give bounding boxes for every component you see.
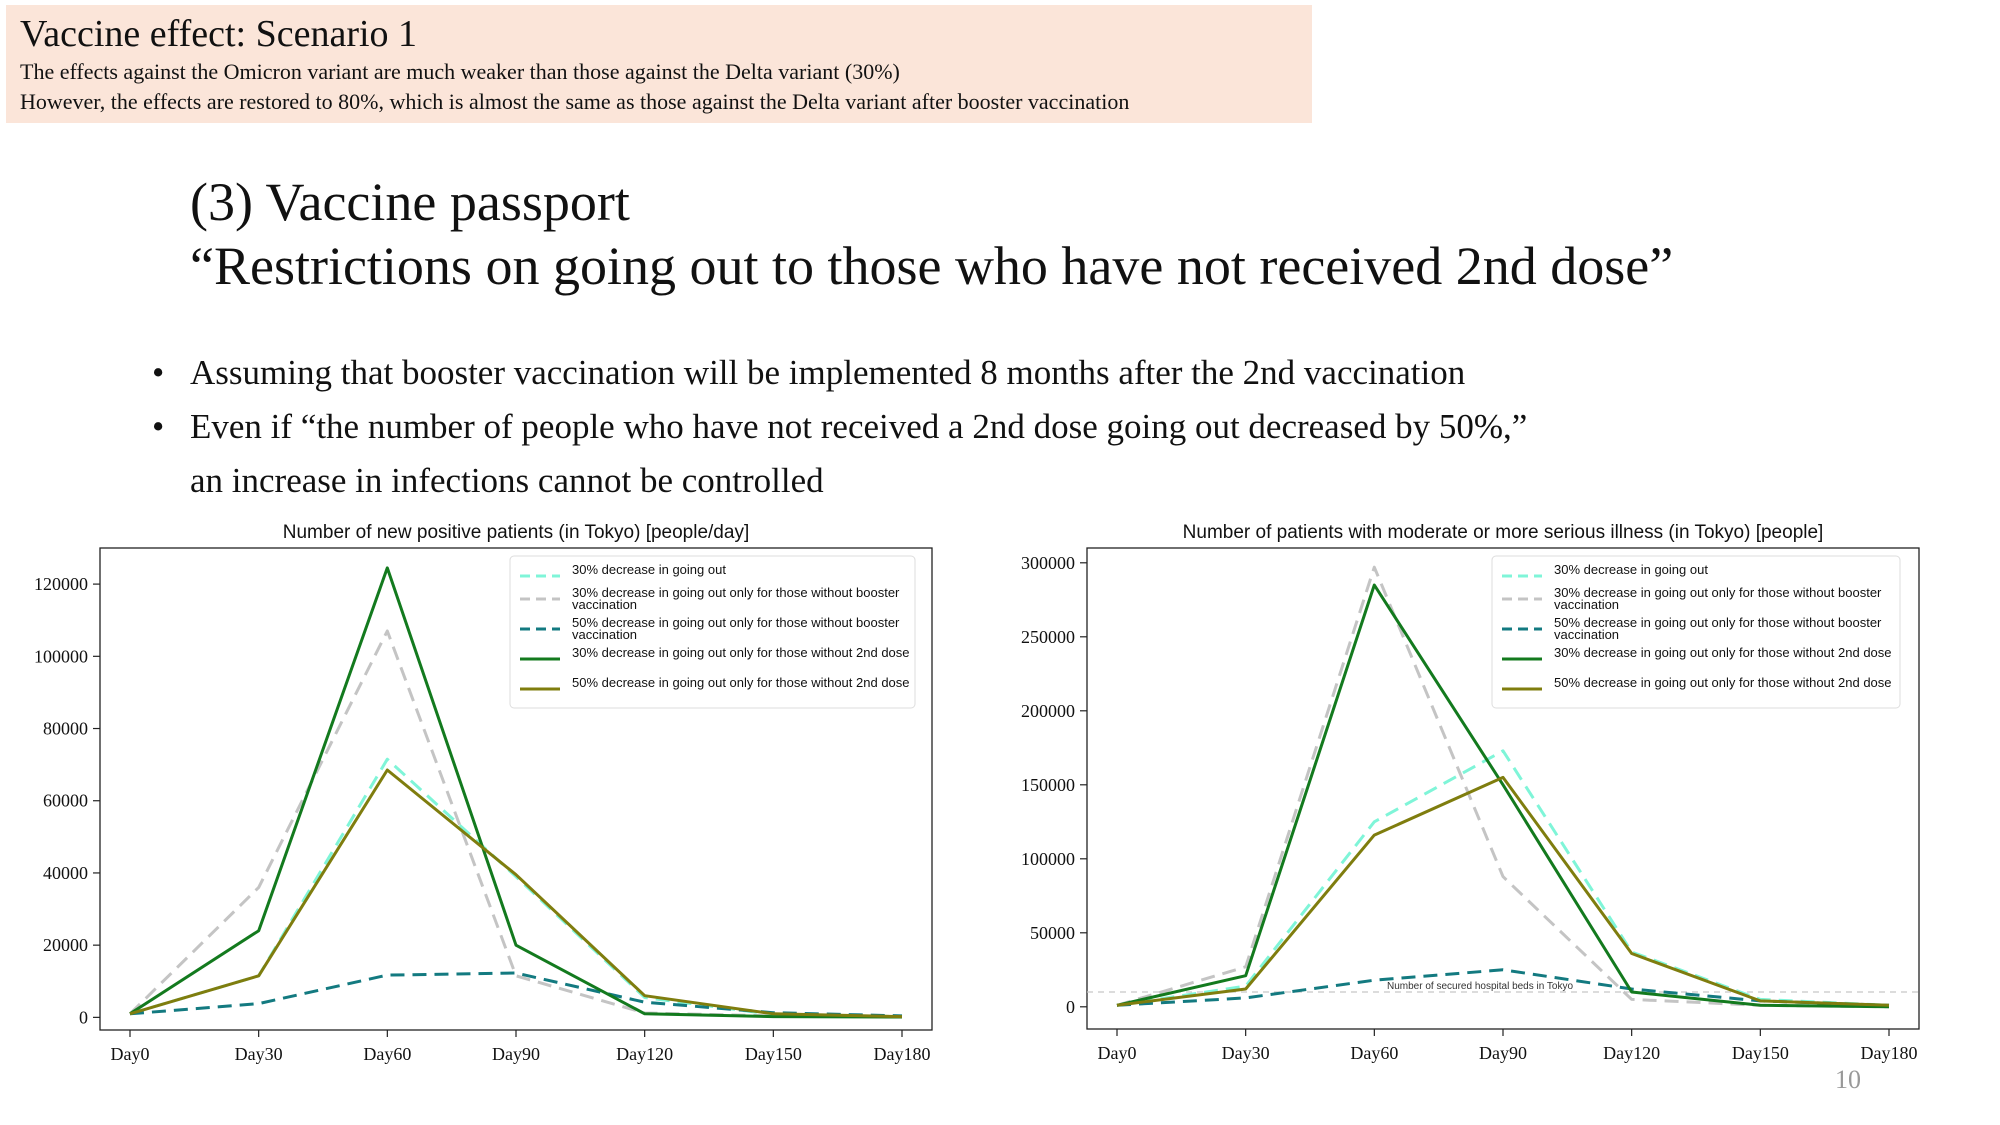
hospital-beds-annotation: Number of secured hospital beds in Tokyo [1387, 981, 1573, 992]
series-line-5 [1116, 775, 1890, 1007]
x-tick-label: Day150 [1732, 1043, 1789, 1063]
x-tick-label: Day150 [745, 1044, 802, 1064]
y-tick-label: 100000 [34, 646, 88, 666]
legend-entry-2: 30% decrease in going out only for those… [572, 587, 900, 612]
legend-entry-2: 30% decrease in going out only for those… [1554, 587, 1882, 612]
series-line-2 [128, 629, 903, 1019]
x-tick-label: Day30 [1222, 1043, 1270, 1063]
chart-2: Number of patients with moderate or more… [1021, 522, 1920, 1063]
x-tick-label: Day30 [235, 1044, 283, 1064]
banner-line-2: However, the effects are restored to 80%… [20, 89, 1130, 114]
x-tick-label: Day60 [363, 1044, 411, 1064]
x-tick-label: Day120 [616, 1044, 673, 1064]
y-tick-label: 0 [1066, 997, 1075, 1017]
y-tick-label: 100000 [1021, 849, 1075, 869]
legend-entry-5: 50% decrease in going out only for those… [1554, 677, 1892, 690]
y-tick-label: 50000 [1030, 923, 1075, 943]
legend-box [509, 555, 916, 709]
chart-title: Number of new positive patients (in Toky… [283, 522, 749, 543]
y-tick-label: 0 [79, 1007, 88, 1027]
legend-entry-5: 50% decrease in going out only for those… [572, 677, 910, 690]
y-tick-label: 200000 [1021, 701, 1075, 721]
y-tick-label: 250000 [1021, 627, 1075, 647]
legend-entry-1: 30% decrease in going out [572, 564, 726, 577]
x-tick-label: Day90 [1479, 1043, 1527, 1063]
legend-entry-4: 30% decrease in going out only for those… [1554, 647, 1892, 660]
scenario-banner: Vaccine effect: Scenario 1 The effects a… [6, 5, 1312, 123]
bullet-list: Assuming that booster vaccination will b… [150, 346, 1527, 508]
page-number: 10 [1835, 1065, 1861, 1094]
y-tick-label: 60000 [43, 791, 88, 811]
slide-title-line-2: “Restrictions on going out to those who … [190, 236, 1674, 296]
series-line-4 [1116, 583, 1890, 1009]
y-tick-label: 300000 [1021, 553, 1075, 573]
y-tick-label: 120000 [34, 574, 88, 594]
x-tick-label: Day0 [1098, 1043, 1137, 1063]
slide-title: (3) Vaccine passport “Restrictions on go… [190, 170, 1673, 298]
x-tick-label: Day90 [492, 1044, 540, 1064]
bullet-item-2-continuation: an increase in infections cannot be cont… [190, 461, 824, 500]
y-tick-label: 80000 [43, 719, 88, 739]
x-tick-label: Day0 [111, 1044, 150, 1064]
legend-entry-1: 30% decrease in going out [1554, 564, 1708, 577]
chart-legend: 30% decrease in going out 30% decrease in… [509, 555, 916, 709]
bullet-item-2: Even if “the number of people who have n… [150, 400, 1527, 454]
y-tick-label: 20000 [43, 935, 88, 955]
series-line-5 [129, 768, 903, 1019]
y-tick-label: 40000 [43, 863, 88, 883]
y-tick-label: 150000 [1021, 775, 1075, 795]
series-line-4 [129, 566, 903, 1019]
legend-entry-3: 50% decrease in going out only for those… [1554, 617, 1882, 642]
series-line-1 [129, 757, 903, 1019]
chart-title: Number of patients with moderate or more… [1183, 522, 1824, 543]
chart-legend: 30% decrease in going out 30% decrease in… [1491, 555, 1901, 709]
legend-entry-3: 50% decrease in going out only for those… [572, 617, 900, 642]
banner-title: Vaccine effect: Scenario 1 [20, 13, 418, 55]
bullet-item-1: Assuming that booster vaccination will b… [150, 346, 1527, 400]
x-tick-label: Day120 [1603, 1043, 1660, 1063]
x-tick-label: Day180 [874, 1044, 931, 1064]
x-tick-label: Day60 [1350, 1043, 1398, 1063]
x-tick-label: Day180 [1861, 1043, 1918, 1063]
legend-entry-4: 30% decrease in going out only for those… [572, 647, 910, 660]
banner-line-1: The effects against the Omicron variant … [20, 59, 900, 84]
slide-title-line-1: (3) Vaccine passport [190, 172, 630, 232]
legend-box [1491, 555, 1901, 709]
chart-1: Number of new positive patients (in Toky… [34, 522, 933, 1064]
